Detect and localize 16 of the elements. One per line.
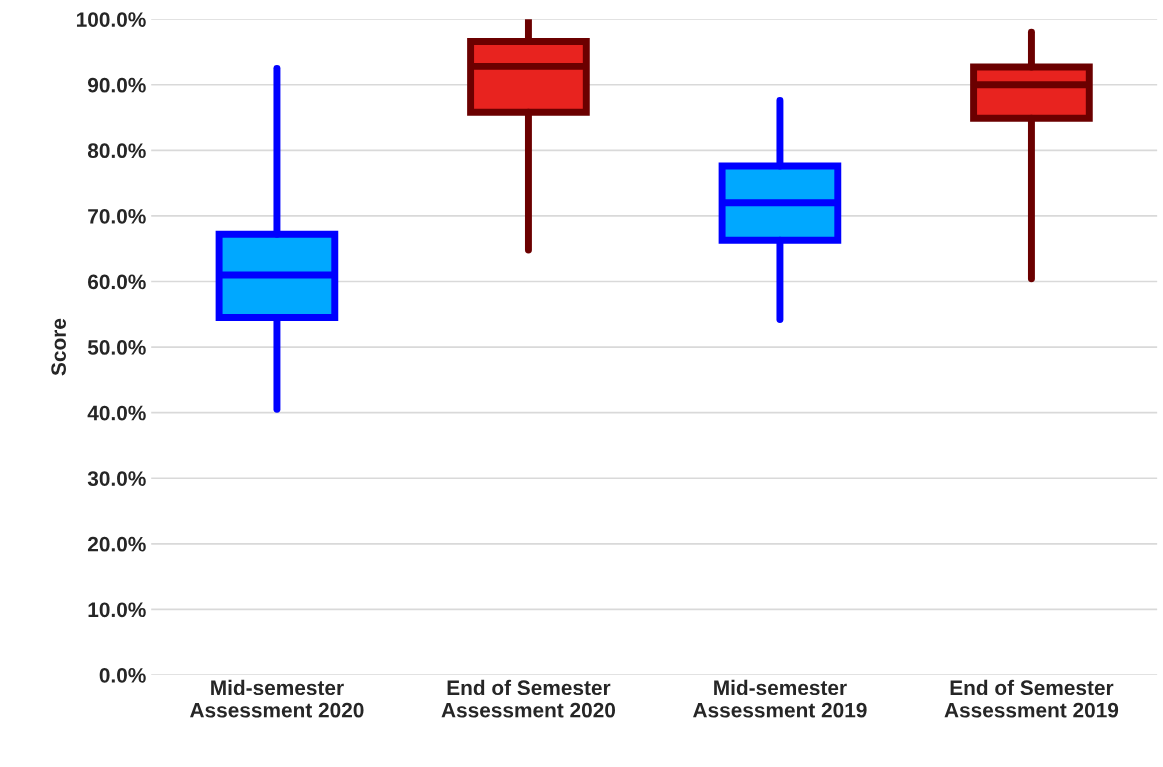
- x-tick-label: End of Semester Assessment 2020: [441, 679, 616, 718]
- y-axis-title: Score: [51, 318, 66, 376]
- y-tick-label: 60.0%: [88, 274, 146, 290]
- y-tick-label: 0.0%: [99, 667, 146, 683]
- y-tick-label: 20.0%: [87, 536, 146, 552]
- y-tick-label: 30.0%: [87, 471, 146, 487]
- y-tick-label: 90.0%: [87, 77, 146, 93]
- y-tick-label: 10.0%: [88, 602, 146, 618]
- x-tick-label: Mid-semester Assessment 2020: [190, 679, 364, 718]
- x-tick-label: End of Semester Assessment 2019: [944, 679, 1119, 718]
- y-tick-label: 40.0%: [87, 405, 146, 421]
- y-tick-label: 50.0%: [87, 340, 146, 355]
- y-tick-label: 100.0%: [76, 12, 146, 27]
- y-tick-label: 80.0%: [87, 143, 146, 159]
- x-tick-label: Mid-semester Assessment 2019: [693, 679, 867, 718]
- y-tick-label: 70.0%: [88, 208, 146, 224]
